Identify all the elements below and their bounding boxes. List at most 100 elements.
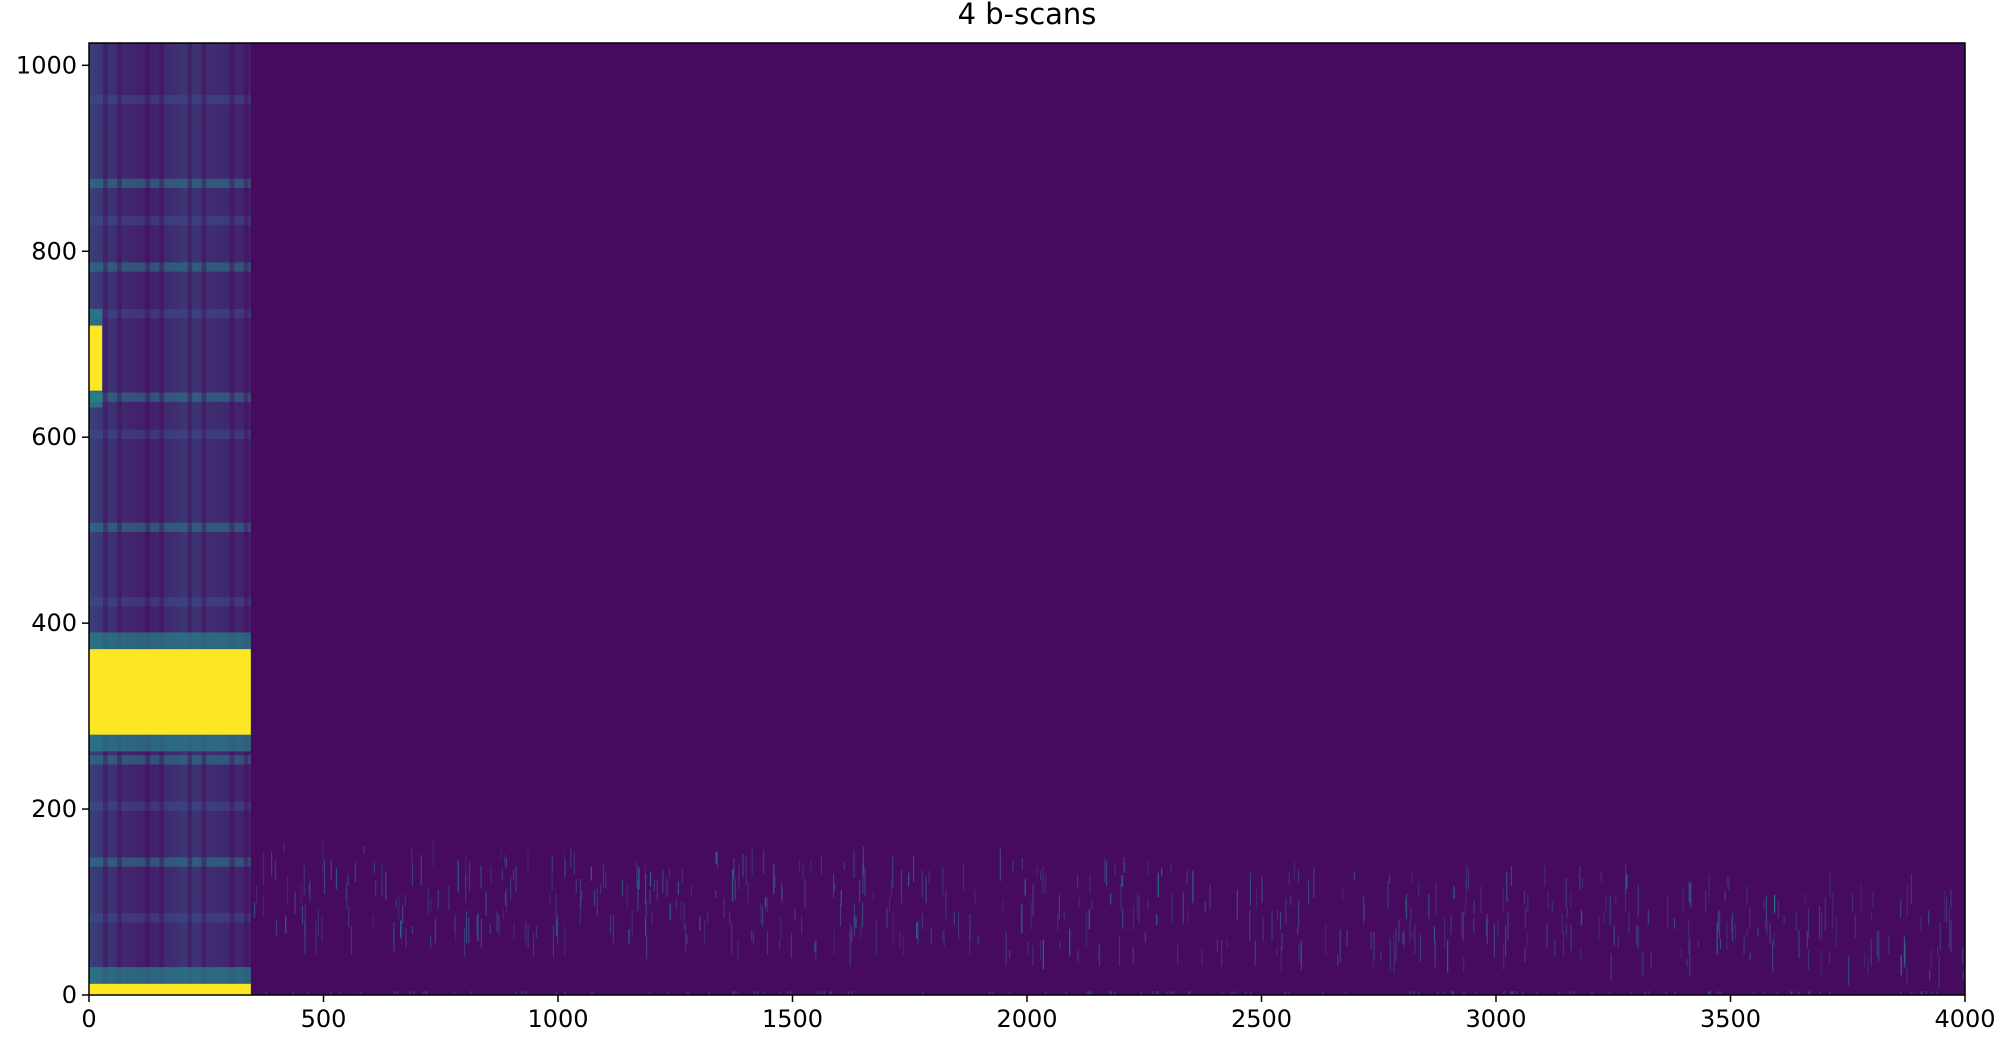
noise-streak (1943, 890, 1945, 923)
base-streak (338, 991, 341, 995)
noise-streak (1795, 910, 1797, 932)
noise-streak (503, 854, 506, 866)
noise-streak (1078, 897, 1080, 908)
noise-streak (953, 912, 955, 925)
noise-streak (1353, 870, 1356, 881)
noise-streak (1147, 860, 1149, 876)
base-streak (708, 991, 711, 995)
noise-streak (1806, 930, 1808, 949)
base-streak (1412, 991, 1415, 995)
strip-band (89, 178, 251, 189)
base-streak (991, 991, 994, 995)
x-tick-label: 4000 (1934, 1005, 1995, 1033)
noise-streak (1105, 860, 1108, 887)
noise-streak (1021, 858, 1023, 870)
base-streak (1931, 991, 1934, 995)
noise-streak (551, 875, 553, 891)
strip-band (89, 597, 251, 607)
noise-streak (1170, 864, 1172, 874)
noise-streak (1276, 910, 1279, 921)
noise-streak (308, 883, 310, 895)
noise-streak (1447, 940, 1449, 973)
base-streak (591, 991, 594, 995)
noise-streak (1042, 939, 1044, 970)
base-streak (1647, 991, 1650, 995)
noise-streak (465, 910, 468, 944)
base-streak (1910, 991, 1913, 995)
noise-streak (322, 839, 324, 873)
noise-streak (468, 861, 471, 892)
noise-streak (605, 871, 607, 888)
noise-streak (1147, 899, 1149, 911)
noise-streak (1642, 950, 1644, 978)
noise-streak (275, 919, 278, 936)
noise-streak (1313, 867, 1315, 898)
base-streak (1156, 991, 1159, 995)
noise-streak (668, 867, 671, 879)
noise-streak (476, 916, 478, 935)
noise-streak (262, 894, 265, 918)
base-streak (819, 991, 822, 995)
noise-streak (1398, 920, 1400, 942)
noise-streak (1132, 906, 1135, 931)
noise-streak (1411, 871, 1413, 885)
noise-streak (1945, 897, 1948, 923)
noise-streak (1114, 863, 1116, 875)
base-streak (1925, 991, 1928, 995)
base-streak (1521, 991, 1524, 995)
noise-streak (653, 879, 655, 892)
left-strip-texture (89, 43, 251, 995)
noise-streak (1204, 901, 1206, 913)
noise-streak (1900, 899, 1902, 918)
noise-streak (1829, 871, 1831, 898)
noise-streak (1746, 928, 1748, 937)
noise-streak (1667, 896, 1669, 928)
noise-streak (1085, 918, 1088, 948)
noise-streak (1171, 892, 1173, 924)
strip-column (159, 43, 165, 995)
noise-streak (921, 913, 924, 930)
base-streak (1417, 991, 1420, 995)
y-tick-label: 800 (31, 237, 77, 265)
noise-streak (907, 872, 910, 887)
noise-streak (1863, 952, 1866, 968)
noise-streak (1249, 909, 1251, 942)
base-streak (1899, 991, 1902, 995)
noise-streak (570, 847, 572, 869)
base-streak (1244, 991, 1247, 995)
noise-streak (1503, 942, 1505, 971)
noise-streak (766, 931, 769, 955)
noise-streak (1682, 888, 1684, 914)
noise-streak (464, 928, 466, 957)
noise-streak (1749, 907, 1751, 930)
noise-streak (1888, 935, 1890, 954)
noise-streak (1405, 893, 1408, 920)
strip-band (89, 308, 251, 319)
noise-streak (773, 864, 775, 895)
noise-streak (834, 883, 836, 892)
noise-streak (1428, 893, 1430, 919)
noise-streak (974, 890, 976, 905)
noise-streak (556, 914, 559, 945)
noise-streak (1182, 892, 1184, 924)
noise-streak (345, 889, 347, 900)
noise-streak (1433, 926, 1436, 943)
base-streak (564, 991, 567, 995)
y-tick-label: 0 (62, 981, 77, 1009)
noise-streak (1635, 924, 1638, 945)
strip-band (89, 262, 251, 272)
noise-streak (1773, 933, 1775, 948)
noise-streak (853, 849, 855, 878)
noise-streak (969, 932, 971, 956)
noise-streak (875, 921, 877, 955)
strip-column (229, 43, 235, 995)
noise-streak (957, 911, 960, 940)
noise-streak (1161, 868, 1163, 876)
noise-streak (303, 865, 305, 896)
noise-streak (1605, 895, 1607, 911)
base-streak (851, 991, 854, 995)
noise-streak (930, 926, 932, 946)
base-streak (425, 991, 428, 995)
noise-streak (649, 871, 652, 887)
noise-streak (1485, 918, 1488, 937)
